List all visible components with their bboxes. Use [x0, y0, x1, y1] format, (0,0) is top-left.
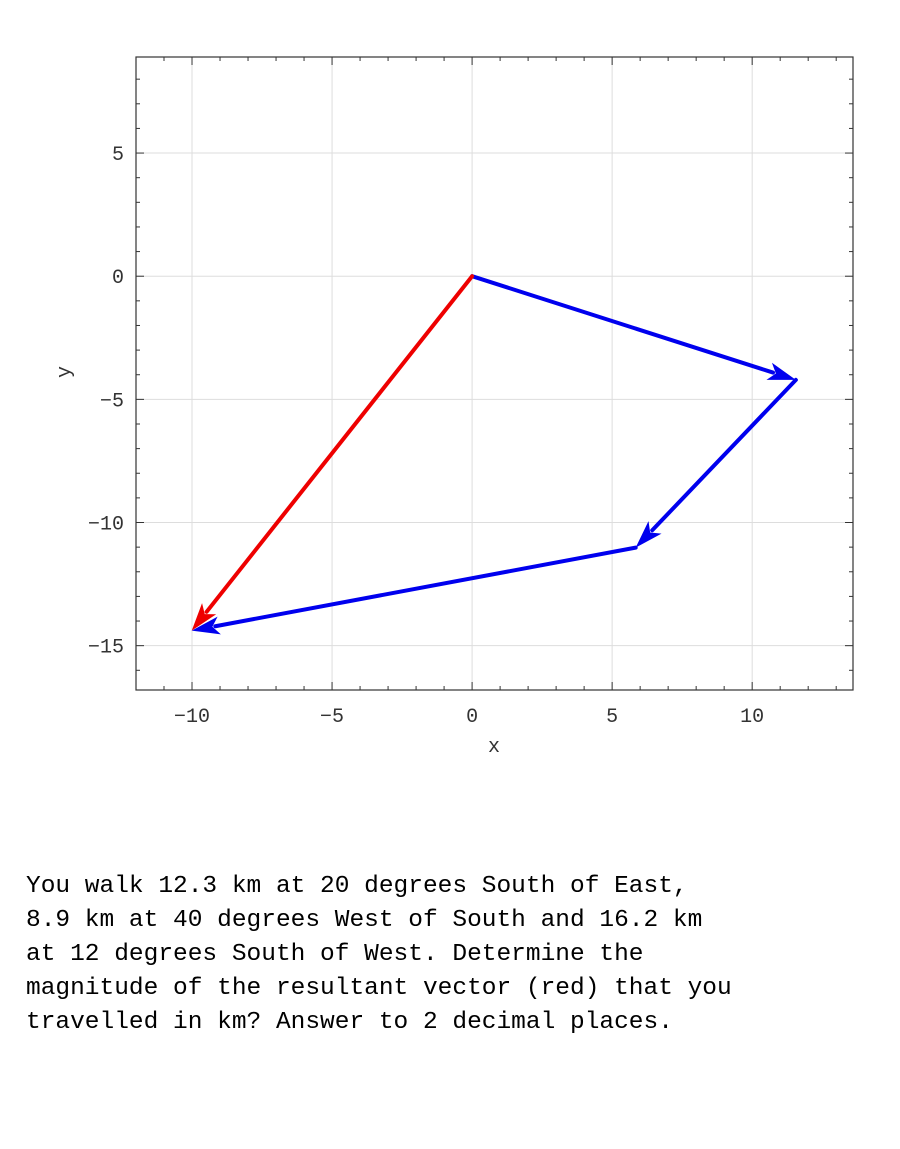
displacement-vector-2 [635, 377, 798, 548]
y-tick-label: −10 [88, 514, 124, 537]
displacement-vector-2-shaft [650, 377, 798, 533]
x-tick-label: 0 [466, 706, 478, 729]
x-tick-label: −5 [320, 706, 344, 729]
resultant-vector-arrowhead [191, 603, 217, 631]
tick-labels: −10 −5 0 5 10 5 0 −5 −10 −15 [88, 144, 764, 729]
x-axis-label: x [488, 736, 500, 759]
y-tick-label: 5 [112, 144, 124, 167]
y-tick-label: −5 [100, 390, 124, 413]
y-tick-label: −15 [88, 637, 124, 660]
displacement-vector-1 [470, 274, 796, 380]
x-tick-label: 10 [740, 706, 764, 729]
x-tick-label: −10 [174, 706, 210, 729]
displacement-vector-3 [191, 545, 638, 635]
y-axis-label: y [54, 366, 77, 378]
displacement-vector-2-arrowhead [635, 521, 662, 548]
vector-chart: −10 −5 0 5 10 5 0 −5 −10 −15 x y [54, 56, 854, 759]
resultant-vector-shaft [204, 274, 475, 614]
displacement-vector-1-shaft [470, 274, 776, 375]
plot-frame [135, 56, 854, 691]
grid [136, 57, 853, 690]
vectors [191, 274, 798, 635]
y-tick-label: 0 [112, 267, 124, 290]
displacement-vector-3-shaft [213, 545, 638, 629]
displacement-vector-3-arrowhead [191, 616, 221, 635]
resultant-vector [191, 274, 475, 631]
question-text: You walk 12.3 km at 20 degrees South of … [26, 873, 732, 1036]
x-tick-label: 5 [606, 706, 618, 729]
displacement-vector-1-arrowhead [766, 362, 796, 380]
minor-ticks [135, 57, 853, 690]
